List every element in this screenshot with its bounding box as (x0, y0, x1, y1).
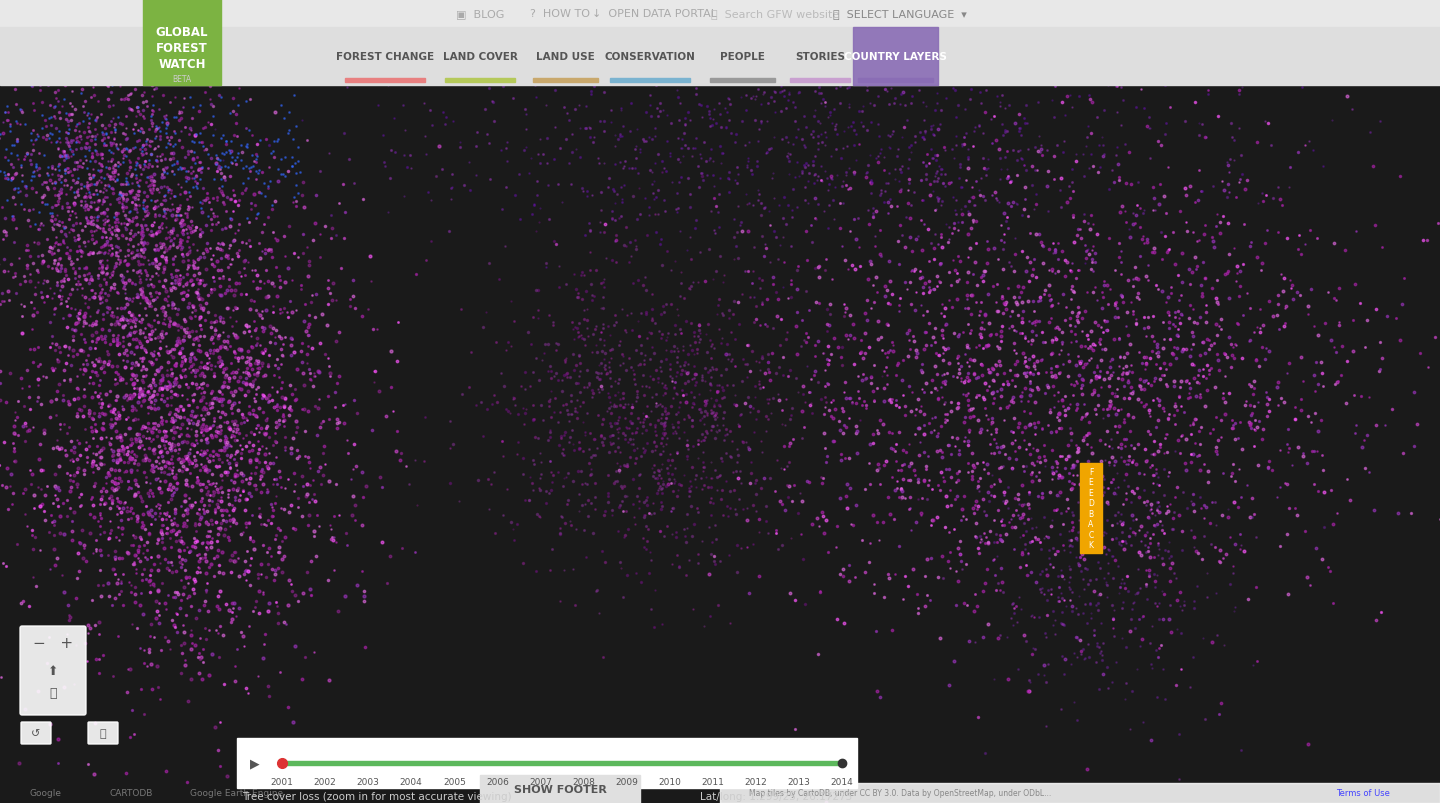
Bar (346, 79, 425, 83)
Text: ⬆: ⬆ (48, 664, 58, 677)
Bar (720, 783, 1440, 803)
Bar (791, 79, 850, 83)
Bar (858, 79, 933, 83)
Text: 2014: 2014 (831, 777, 854, 786)
Text: ↓  OPEN DATA PORTAL: ↓ OPEN DATA PORTAL (592, 9, 717, 19)
Bar (238, 738, 857, 788)
FancyBboxPatch shape (88, 722, 118, 744)
Text: Google: Google (30, 789, 62, 797)
Bar (282, 761, 842, 765)
Text: Google Earth Engine: Google Earth Engine (190, 789, 284, 797)
Text: FOREST CHANGE: FOREST CHANGE (336, 52, 433, 62)
Text: ↺: ↺ (32, 728, 40, 738)
Bar (710, 79, 775, 83)
Text: ▣  BLOG: ▣ BLOG (456, 9, 504, 19)
Bar (480, 775, 639, 803)
Bar (533, 79, 598, 83)
Text: 👁: 👁 (49, 687, 56, 699)
Text: 2006: 2006 (485, 777, 508, 786)
Text: 2005: 2005 (444, 777, 465, 786)
FancyBboxPatch shape (20, 626, 86, 715)
Text: SHOW FOOTER: SHOW FOOTER (514, 784, 606, 794)
Text: COUNTRY LAYERS: COUNTRY LAYERS (844, 52, 946, 62)
Text: ⌂: ⌂ (143, 6, 153, 22)
Text: LAND COVER: LAND COVER (442, 52, 517, 62)
Text: 👤  SELECT LANGUAGE  ▾: 👤 SELECT LANGUAGE ▾ (834, 9, 966, 19)
Text: ⊞: ⊞ (173, 7, 184, 21)
Text: CONSERVATION: CONSERVATION (605, 52, 696, 62)
Bar (0, 28, 1440, 86)
FancyBboxPatch shape (22, 722, 50, 744)
Text: LAND USE: LAND USE (536, 52, 595, 62)
Bar (445, 79, 516, 83)
Text: STORIES: STORIES (795, 52, 845, 62)
Text: 2001: 2001 (271, 777, 294, 786)
Text: ▶: ▶ (251, 756, 259, 769)
Text: BETA: BETA (173, 75, 192, 84)
Bar (0, 723, 1440, 803)
Text: 2010: 2010 (658, 777, 681, 786)
Text: Tree cover loss (zoom in for most accurate viewing): Tree cover loss (zoom in for most accura… (242, 791, 511, 801)
Text: Terms of Use: Terms of Use (1336, 789, 1390, 797)
Text: Lat/long: 1.299/25, 26.17275: Lat/long: 1.299/25, 26.17275 (700, 791, 852, 801)
Text: GLOBAL
FOREST
WATCH: GLOBAL FOREST WATCH (156, 26, 209, 71)
Text: CARTODB: CARTODB (109, 789, 154, 797)
Text: PEOPLE: PEOPLE (720, 52, 765, 62)
Text: 🔍: 🔍 (99, 728, 107, 738)
Text: 2013: 2013 (788, 777, 811, 786)
Bar (143, 0, 220, 86)
Text: 2009: 2009 (615, 777, 638, 786)
Circle shape (240, 749, 269, 777)
Text: Map tiles by CartoDB, under CC BY 3.0. Data by OpenStreetMap, under ODbL...: Map tiles by CartoDB, under CC BY 3.0. D… (749, 789, 1051, 797)
Text: 2002: 2002 (314, 777, 337, 786)
Text: ?  HOW TO: ? HOW TO (530, 9, 590, 19)
Text: 2007: 2007 (528, 777, 552, 786)
Text: 2004: 2004 (400, 777, 422, 786)
Bar (852, 28, 937, 86)
Text: 2008: 2008 (572, 777, 595, 786)
Text: −   +: − + (33, 636, 73, 650)
Text: 2012: 2012 (744, 777, 768, 786)
Text: 2003: 2003 (357, 777, 380, 786)
Bar (1080, 463, 1102, 553)
Bar (0, 0, 1440, 28)
Bar (611, 79, 690, 83)
Text: 🔍  Search GFW website: 🔍 Search GFW website (711, 9, 840, 19)
Text: 2011: 2011 (701, 777, 724, 786)
Text: F
E
E
D
B
A
C
K: F E E D B A C K (1089, 467, 1094, 549)
